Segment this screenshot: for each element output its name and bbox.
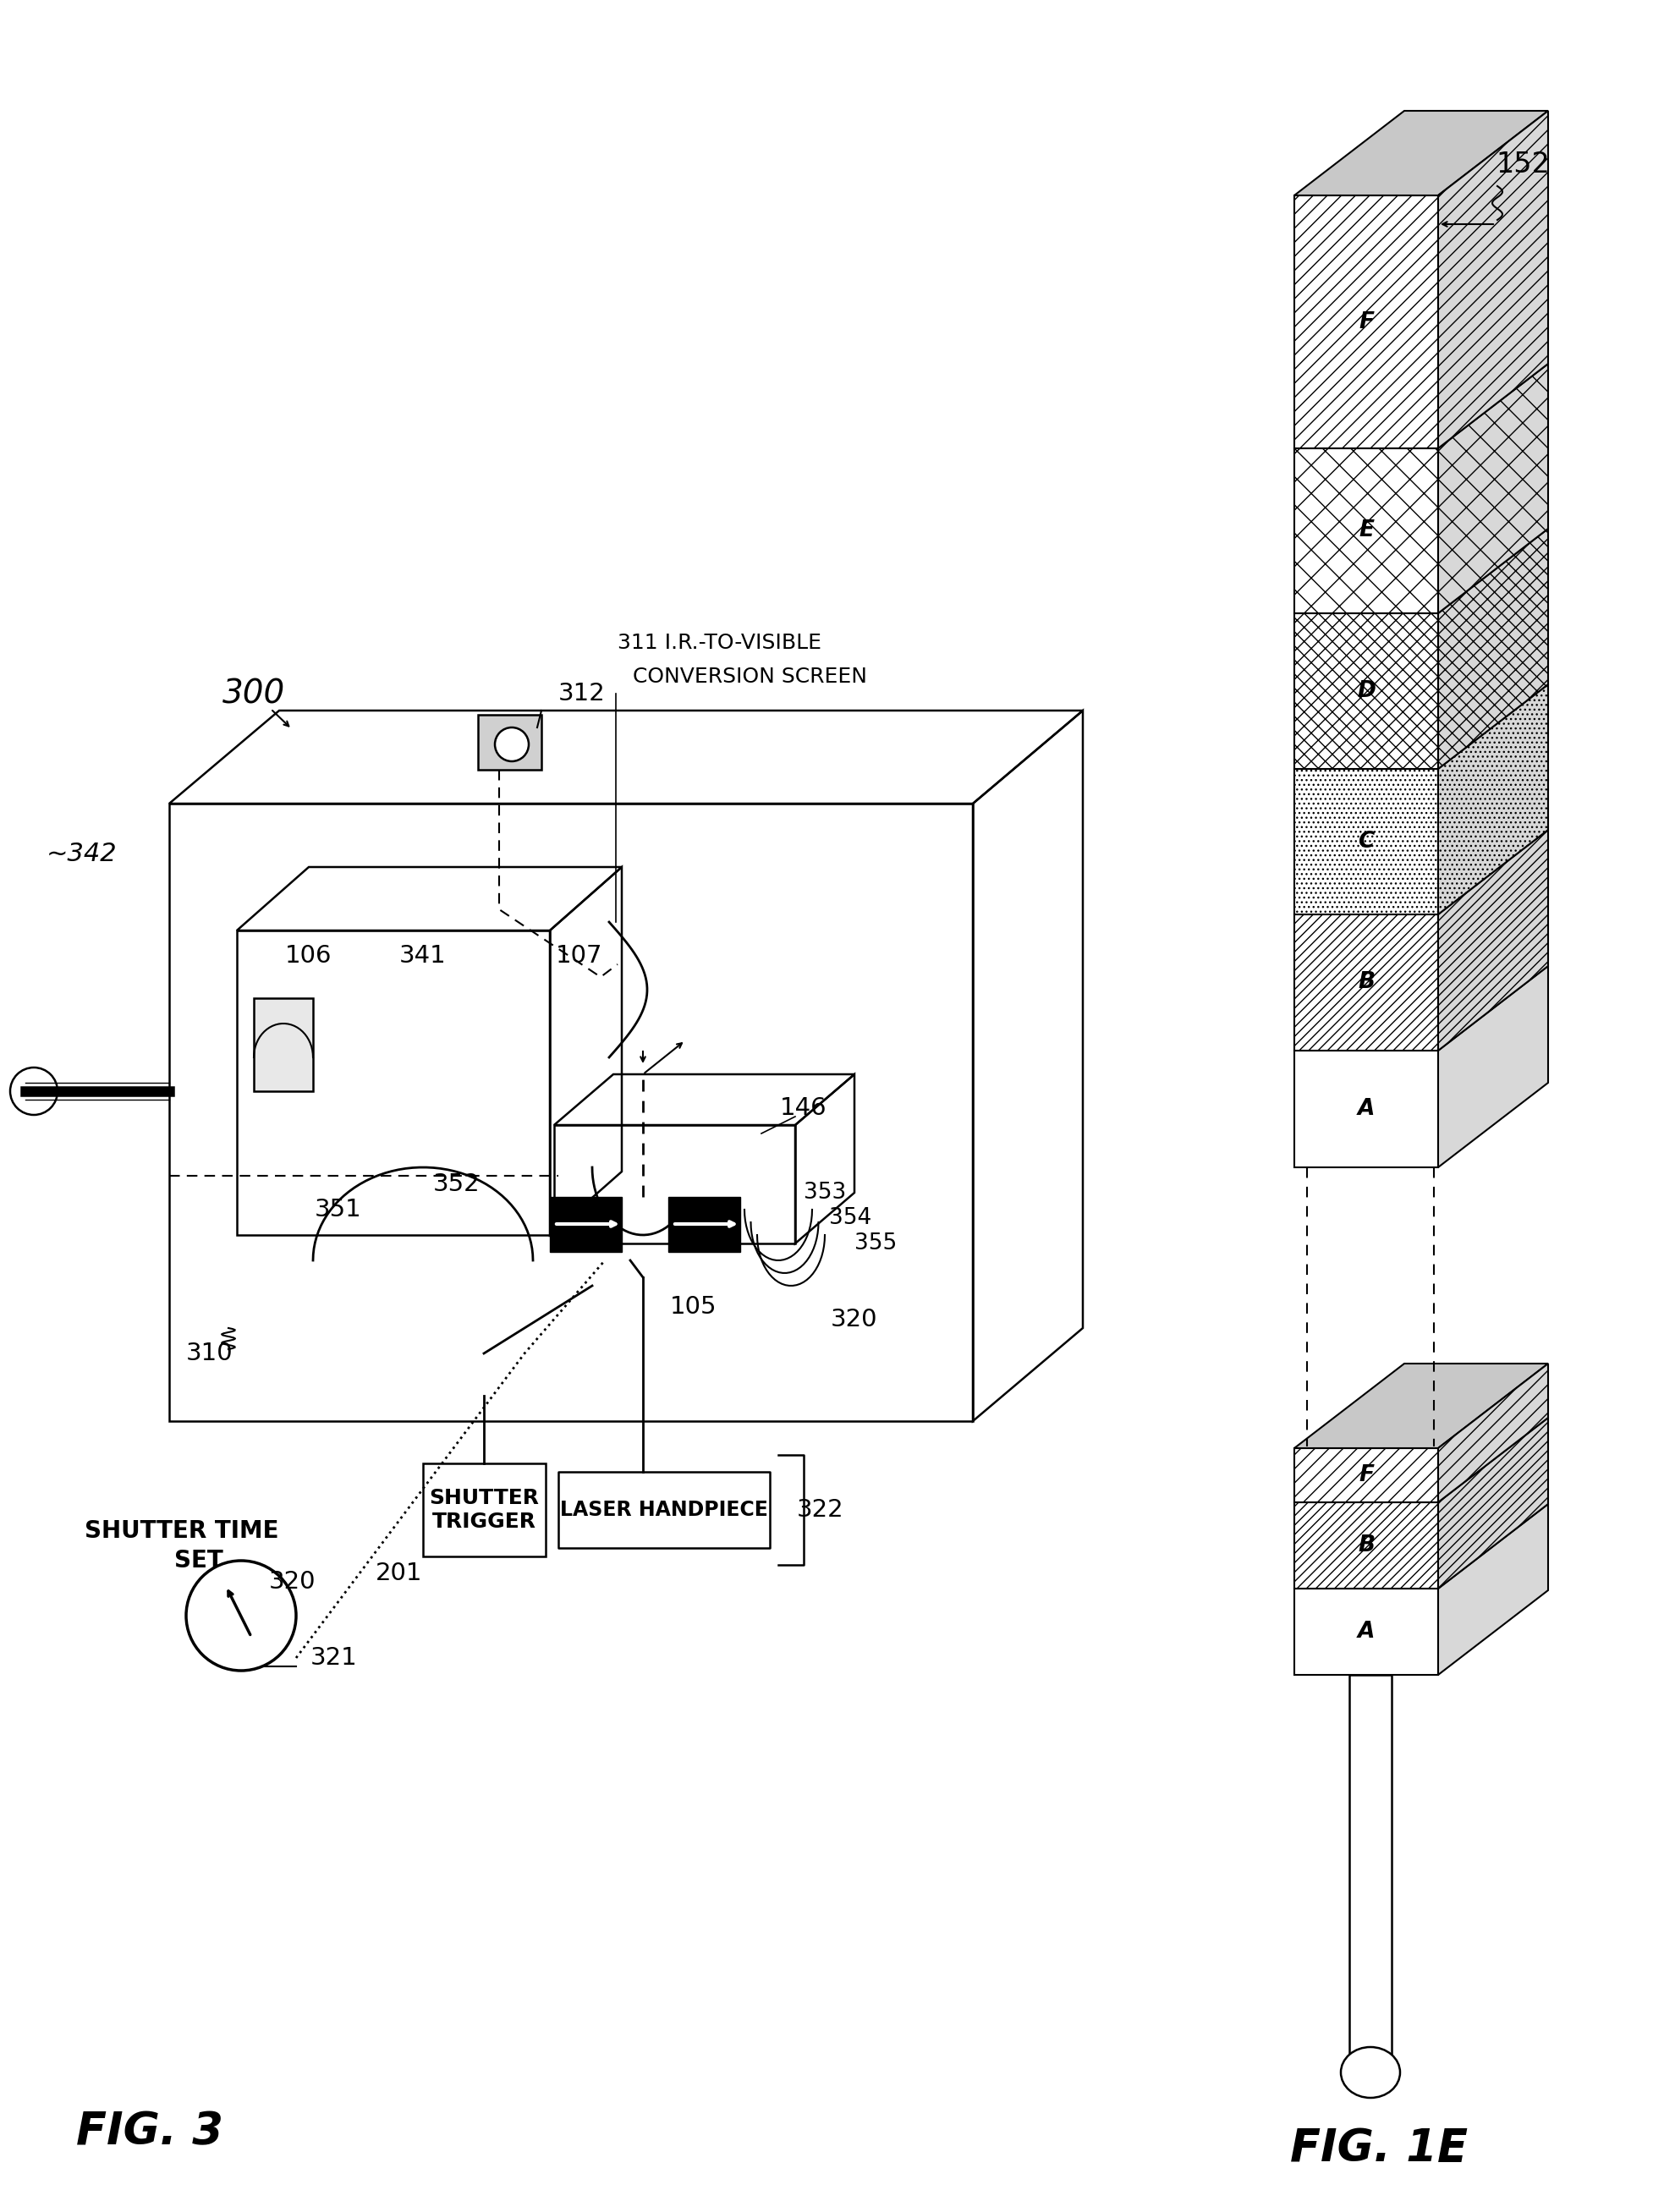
Bar: [1295, 1588, 1439, 1674]
Text: LASER HANDPIECE: LASER HANDPIECE: [559, 1500, 769, 1520]
Bar: [549, 1197, 621, 1252]
Polygon shape: [1439, 363, 1548, 613]
Bar: [477, 714, 541, 770]
Text: 311 I.R.-TO-VISIBLE: 311 I.R.-TO-VISIBLE: [618, 633, 821, 653]
Text: A: A: [1358, 1621, 1375, 1644]
Polygon shape: [1295, 1363, 1548, 1449]
Bar: [1295, 770, 1439, 914]
Text: 300: 300: [223, 677, 285, 710]
Bar: [1295, 914, 1439, 1051]
Text: 107: 107: [556, 945, 603, 967]
Text: 312: 312: [558, 681, 605, 706]
Polygon shape: [1295, 111, 1548, 195]
Text: C: C: [1358, 832, 1375, 852]
Text: 310: 310: [186, 1343, 233, 1365]
Bar: [1295, 1051, 1439, 1168]
Text: 354: 354: [829, 1208, 871, 1230]
Text: 201: 201: [375, 1562, 422, 1586]
Text: B: B: [1358, 1535, 1375, 1557]
Text: 322: 322: [797, 1498, 844, 1522]
Text: SET: SET: [174, 1548, 223, 1573]
Text: 353: 353: [804, 1181, 846, 1203]
Polygon shape: [1439, 684, 1548, 914]
Circle shape: [494, 728, 529, 761]
Bar: [1295, 195, 1439, 449]
Ellipse shape: [1342, 2046, 1400, 2097]
Text: 321: 321: [310, 1646, 358, 1670]
Bar: [1295, 449, 1439, 613]
Polygon shape: [1439, 967, 1548, 1168]
Text: SHUTTER
TRIGGER: SHUTTER TRIGGER: [429, 1489, 539, 1533]
Bar: [1350, 1674, 1392, 2055]
Text: E: E: [1358, 520, 1373, 542]
Bar: [424, 1464, 546, 1557]
Text: 105: 105: [670, 1294, 717, 1318]
Text: B: B: [1358, 971, 1375, 993]
Text: D: D: [1357, 679, 1375, 701]
Polygon shape: [1439, 1418, 1548, 1588]
Bar: [558, 1471, 770, 1548]
Text: SHUTTER TIME: SHUTTER TIME: [85, 1520, 280, 1544]
Bar: [255, 998, 313, 1091]
Bar: [1295, 613, 1439, 770]
Text: CONVERSION SCREEN: CONVERSION SCREEN: [633, 666, 868, 688]
Polygon shape: [1439, 529, 1548, 770]
Polygon shape: [1439, 1504, 1548, 1674]
Text: 352: 352: [434, 1172, 481, 1197]
Bar: [1295, 1502, 1439, 1588]
Text: 320: 320: [831, 1307, 878, 1332]
Text: 106: 106: [285, 945, 332, 967]
Text: F: F: [1358, 1464, 1373, 1486]
Polygon shape: [1439, 1363, 1548, 1502]
Text: 152: 152: [1496, 150, 1549, 179]
Polygon shape: [1439, 830, 1548, 1051]
Text: 351: 351: [315, 1197, 362, 1221]
Text: 355: 355: [854, 1232, 896, 1254]
Polygon shape: [1439, 111, 1548, 449]
Text: ~342: ~342: [47, 843, 117, 867]
Bar: [668, 1197, 740, 1252]
Text: 341: 341: [399, 945, 447, 967]
Text: A: A: [1358, 1097, 1375, 1119]
Text: 146: 146: [781, 1097, 827, 1119]
Text: F: F: [1358, 312, 1373, 332]
Text: FIG. 3: FIG. 3: [75, 2110, 223, 2154]
Circle shape: [10, 1068, 57, 1115]
Text: FIG. 1E: FIG. 1E: [1290, 2126, 1467, 2170]
Text: 320: 320: [268, 1571, 315, 1593]
Bar: [1295, 1449, 1439, 1502]
